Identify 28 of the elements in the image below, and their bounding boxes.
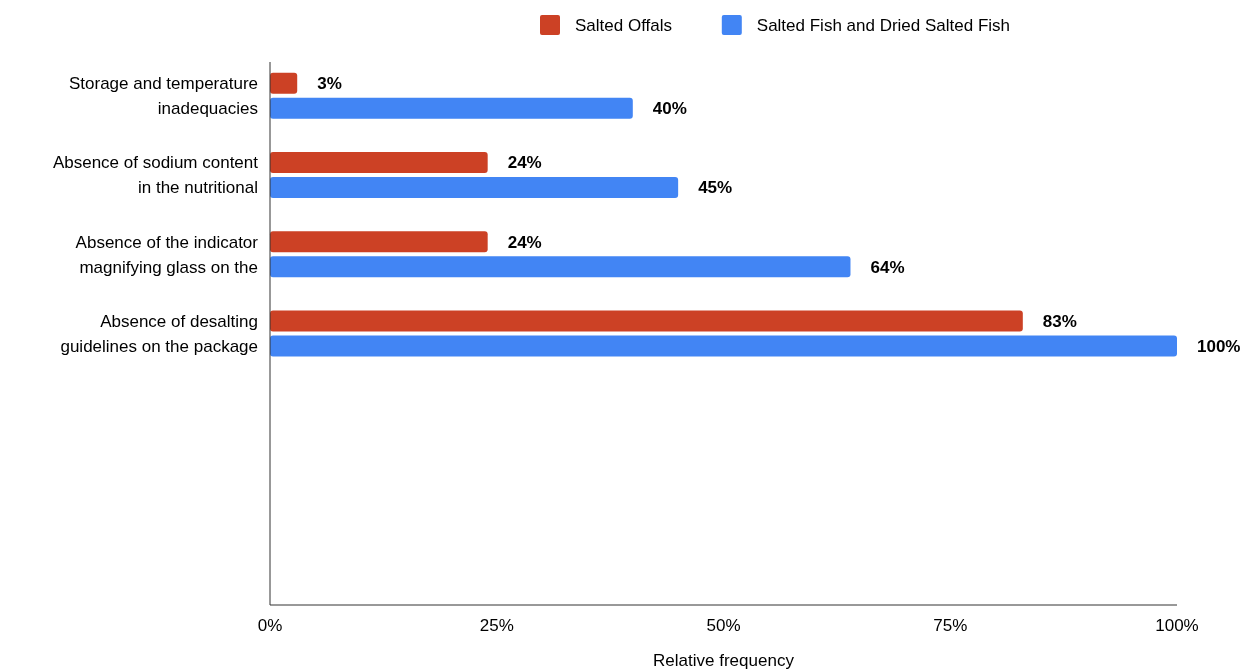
data-label: 40% [652,99,687,119]
legend-label: Salted Fish and Dried Salted Fish [756,15,1011,35]
x-tick-label: 100% [1155,616,1199,635]
data-label: 45% [698,178,733,198]
bar [270,72,298,94]
data-label: 3% [317,74,342,94]
x-tick-label: 0% [257,616,283,635]
x-tick-label: 25% [479,616,514,635]
bar [270,176,679,198]
x-axis-title: Relative frequency [653,651,795,670]
legend-label: Salted Offals [575,15,673,35]
y-tick-label: Absence of desalting guidelines on the package [60,311,258,356]
bar [270,256,851,278]
y-tick-label: Storage and temperature inadequacies [68,74,258,119]
x-tick-label: 75% [933,616,968,635]
data-label: 24% [507,153,542,173]
bar [270,335,1177,357]
bar [270,310,1023,332]
data-label: 83% [1042,311,1077,331]
data-label: 64% [870,257,905,277]
y-tick-label: Absence of the indicator magnifying glass on the [75,232,259,277]
y-tick-label: Absence of sodium content in the nutritional [52,153,259,198]
bar [270,97,633,119]
data-label: 100% [1197,336,1241,356]
data-label: 24% [507,232,542,252]
bar [270,231,488,253]
x-tick-label: 50% [706,616,741,635]
bar [270,151,488,173]
